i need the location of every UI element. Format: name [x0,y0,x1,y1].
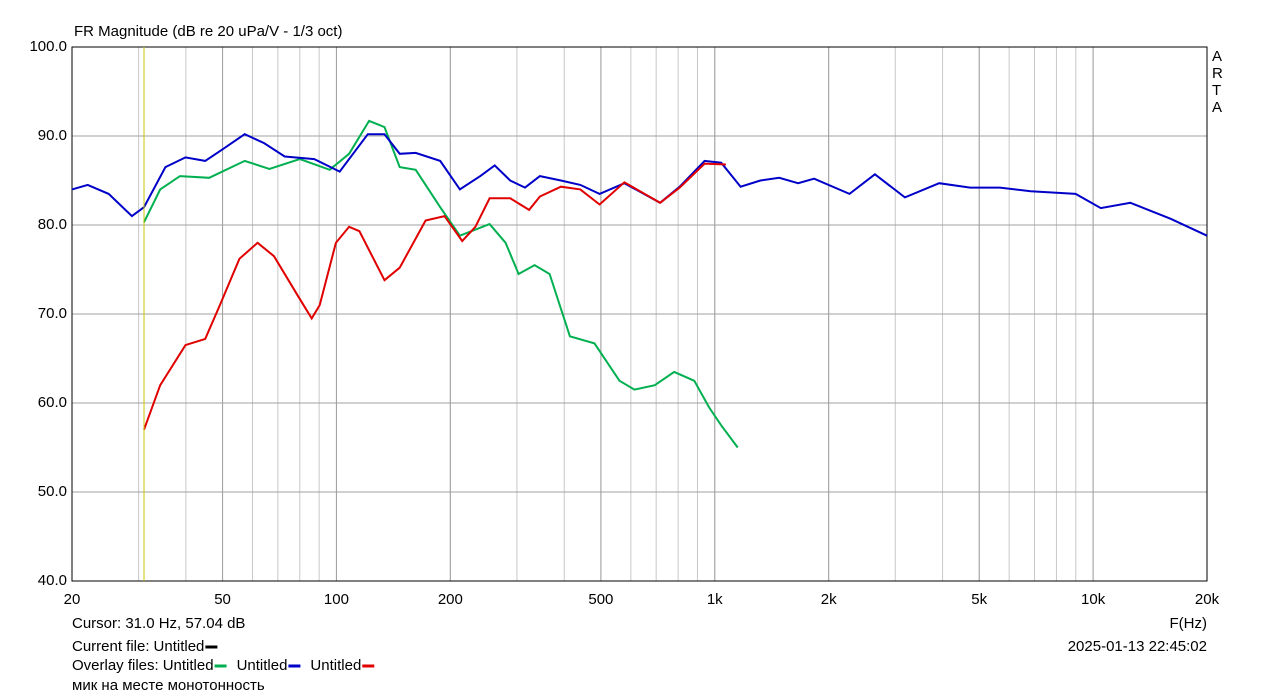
legend-entry: Untitled [237,657,288,674]
series-line [143,119,739,449]
plot-frame [71,46,1208,582]
x-tick-label: 5k [971,591,987,608]
y-tick-label: 100.0 [29,38,67,55]
x-tick-label: 10k [1081,591,1106,608]
note: мик на месте монотонность [72,677,265,694]
chart-title: FR Magnitude (dB re 20 uPa/V - 1/3 oct) [74,23,342,40]
y-tick-label: 40.0 [38,572,67,589]
x-tick-label: 200 [438,591,463,608]
x-tick-label: 20 [64,591,81,608]
x-tick-label: 100 [324,591,349,608]
legend-label: Current file: [72,638,150,655]
x-tick-label: 500 [588,591,613,608]
y-tick-label: 70.0 [38,305,67,322]
x-tick-label: 20k [1195,591,1220,608]
legend-entry: Untitled [310,657,361,674]
x-tick-label: 2k [821,591,837,608]
legend-entry: Untitled [163,657,214,674]
timestamp: 2025-01-13 22:45:02 [1068,638,1207,655]
legend-entry: Untitled [154,638,205,655]
series-line [143,162,726,431]
x-tick-label: 50 [214,591,231,608]
y-tick-label: 90.0 [38,127,67,144]
x-tick-label: 1k [707,591,723,608]
cursor-readout: Cursor: 31.0 Hz, 57.04 dB [72,615,245,632]
y-tick-label: 60.0 [38,394,67,411]
series-line [71,133,1208,237]
legend-label: Overlay files: [72,657,159,674]
x-axis-label: F(Hz) [1170,615,1208,632]
y-tick-label: 80.0 [38,216,67,233]
y-tick-label: 50.0 [38,483,67,500]
